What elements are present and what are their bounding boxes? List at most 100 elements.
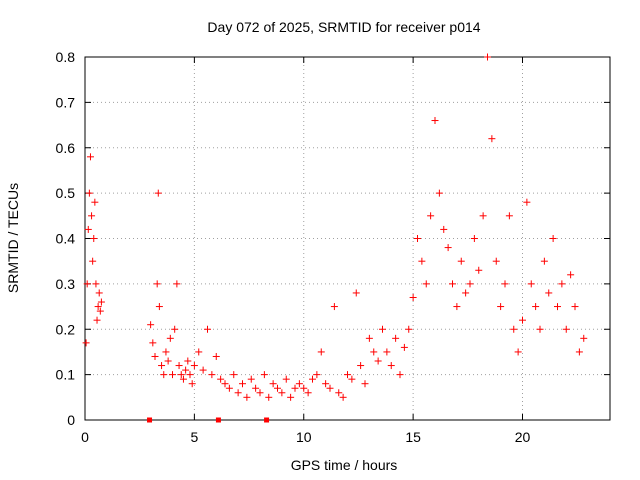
data-point — [470, 235, 478, 242]
data-point — [309, 375, 316, 383]
data-point — [287, 393, 295, 401]
data-point — [396, 371, 404, 379]
data-point — [160, 371, 168, 379]
data-point — [217, 375, 225, 383]
data-point — [510, 325, 518, 333]
data-point — [418, 257, 426, 265]
data-point — [151, 352, 159, 360]
y-axis-label: SRMTID / TECUs — [5, 183, 21, 293]
data-point — [400, 343, 408, 351]
data-point — [239, 380, 246, 388]
grid-lines — [85, 57, 610, 420]
data-point — [256, 389, 264, 397]
x-tick-label: 5 — [190, 429, 198, 445]
data-point — [484, 53, 491, 61]
data-point — [431, 117, 439, 125]
data-point — [243, 393, 251, 401]
y-tick-label: 0.1 — [56, 367, 76, 383]
y-tick-label: 0.8 — [56, 49, 76, 65]
data-point — [92, 280, 100, 288]
data-point — [182, 366, 190, 374]
data-point — [89, 257, 97, 265]
data-point — [93, 316, 101, 324]
data-point — [208, 371, 216, 379]
y-axis-ticks: 0 0.1 0.2 0.3 0.4 0.5 0.6 0.7 0.8 — [56, 49, 610, 428]
data-point — [545, 289, 553, 297]
data-point — [532, 303, 540, 311]
data-point — [475, 266, 483, 274]
data-point — [153, 280, 161, 288]
x-axis-label: GPS time / hours — [291, 457, 398, 473]
data-point — [357, 362, 365, 370]
data-point — [444, 244, 452, 252]
data-point — [514, 348, 522, 356]
data-point — [462, 289, 470, 297]
data-point — [322, 380, 330, 388]
data-point — [269, 380, 277, 388]
data-point — [440, 225, 448, 233]
data-point — [252, 384, 260, 392]
data-point — [173, 280, 181, 288]
data-point — [330, 303, 338, 311]
data-point — [414, 235, 421, 242]
data-point — [344, 371, 351, 379]
data-point — [365, 334, 373, 342]
x-axis-ticks: 0 5 10 15 20 — [81, 57, 530, 445]
data-point — [184, 357, 192, 365]
data-point — [497, 303, 505, 311]
data-point — [199, 366, 207, 374]
data-point — [154, 189, 162, 197]
data-point — [162, 348, 170, 356]
data-point — [247, 375, 255, 383]
data-point — [575, 348, 583, 356]
data-point — [304, 389, 312, 397]
data-point — [540, 257, 548, 265]
data-point — [479, 212, 487, 220]
data-point — [580, 334, 588, 342]
y-tick-label: 0 — [67, 412, 75, 428]
data-point — [177, 371, 185, 379]
y-tick-label: 0.4 — [56, 231, 76, 247]
y-tick-label: 0.5 — [56, 185, 76, 201]
data-point — [95, 289, 103, 297]
data-point — [225, 384, 233, 392]
data-point — [348, 375, 356, 383]
data-point — [335, 389, 343, 397]
data-point — [352, 289, 360, 297]
data-point — [558, 280, 566, 288]
data-point — [282, 375, 290, 383]
data-point — [265, 393, 273, 401]
data-point — [326, 384, 334, 392]
data-point — [519, 316, 526, 324]
data-point — [317, 348, 325, 356]
data-point — [295, 380, 303, 388]
data-point — [195, 348, 203, 356]
data-point — [230, 371, 238, 379]
y-tick-label: 0.7 — [56, 94, 76, 110]
data-point — [435, 189, 443, 197]
data-point — [234, 389, 242, 397]
data-point — [94, 303, 102, 311]
data-point — [190, 362, 198, 370]
data-point — [562, 325, 570, 333]
chart-title: Day 072 of 2025, SRMTID for receiver p01… — [207, 19, 480, 35]
data-point — [147, 321, 155, 329]
data-point — [83, 280, 91, 288]
data-point — [405, 325, 413, 333]
data-point — [501, 280, 509, 288]
data-point — [278, 389, 286, 397]
data-point — [313, 371, 321, 379]
data-point — [492, 257, 500, 265]
data-point — [188, 380, 196, 388]
data-point — [171, 325, 179, 333]
y-tick-label: 0.6 — [56, 140, 76, 156]
x-tick-label: 15 — [405, 429, 421, 445]
data-point — [422, 280, 430, 288]
data-point — [291, 384, 299, 392]
data-point — [370, 348, 378, 356]
data-point — [212, 352, 220, 360]
gap-marker — [147, 417, 153, 423]
data-point — [361, 380, 369, 388]
data-point — [505, 212, 513, 220]
data-point — [466, 280, 474, 288]
